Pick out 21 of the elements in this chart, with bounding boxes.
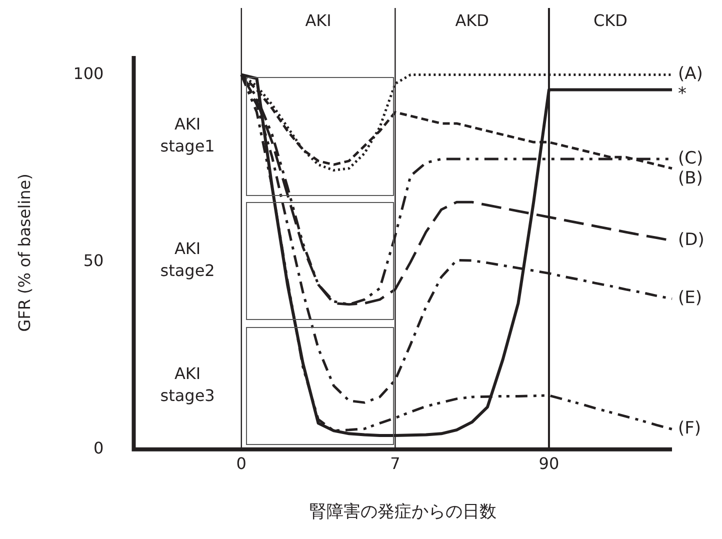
- annotation: AKI stage3: [160, 364, 215, 406]
- series-label: *: [678, 84, 686, 104]
- series-label: (D): [678, 230, 704, 250]
- annotation: AKI stage1: [160, 114, 215, 156]
- y-tick-label: 50: [83, 251, 104, 270]
- series-label: (C): [678, 148, 704, 168]
- text: CKD: [593, 11, 628, 30]
- text: AKD: [455, 11, 489, 30]
- x-axis-title: 腎障害の発症からの日数: [309, 502, 496, 522]
- series-label: (A): [678, 64, 703, 84]
- y-axis-title: GFR (% of baseline): [14, 174, 34, 332]
- series-label: (B): [678, 168, 703, 188]
- x-tick-label: 90: [538, 454, 560, 474]
- text: AKI: [305, 11, 332, 30]
- annotation: AKI stage2: [160, 239, 215, 280]
- series-label: (F): [678, 418, 702, 439]
- x-tick-label: 7: [390, 454, 400, 474]
- y-tick-label: 100: [73, 64, 104, 83]
- x-tick-label: 0: [236, 454, 246, 474]
- series-label: (E): [678, 288, 702, 308]
- y-tick-label: 0: [94, 438, 104, 458]
